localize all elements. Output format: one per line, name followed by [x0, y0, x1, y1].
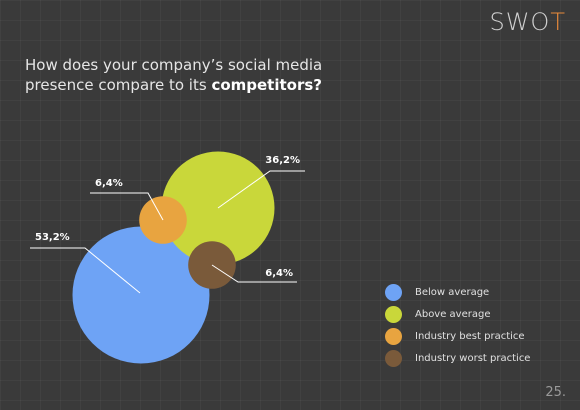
legend-item-above-average: Above average [385, 303, 530, 325]
page-number: 25. [545, 385, 566, 400]
legend-swatch [385, 283, 402, 301]
question-text: How does your company’s social media pre… [25, 56, 323, 94]
brand-accent-letter: T [550, 8, 566, 36]
bubble-below-average [72, 226, 210, 364]
legend-swatch [385, 327, 402, 345]
question-heading: How does your company’s social media pre… [25, 55, 355, 95]
brand-text: SWO [489, 8, 551, 36]
legend-swatch [385, 349, 402, 367]
data-label-below-average: 53,2% [35, 232, 70, 243]
leader-line-best-practice [90, 192, 164, 221]
data-label-best-practice: 6,4% [95, 178, 123, 189]
legend-item-below-average: Below average [385, 281, 530, 303]
leader-line-above-average [217, 170, 305, 209]
question-emphasis: competitors? [211, 76, 322, 94]
leader-line-worst-practice [211, 264, 297, 283]
legend-swatch [385, 305, 402, 323]
data-label-worst-practice: 6,4% [265, 268, 293, 279]
legend-label: Above average [415, 308, 491, 320]
legend-label: Industry best practice [415, 330, 525, 342]
legend-label: Industry worst practice [415, 352, 531, 364]
data-label-above-average: 36,2% [265, 155, 300, 166]
legend-label: Below average [415, 286, 490, 298]
legend-item-best-practice: Industry best practice [385, 325, 530, 347]
brand-logo: SWOT [489, 8, 566, 36]
leader-line-below-average [30, 247, 141, 294]
chart-legend: Below average Above average Industry best … [385, 281, 530, 369]
legend-item-worst-practice: Industry worst practice [385, 347, 530, 369]
